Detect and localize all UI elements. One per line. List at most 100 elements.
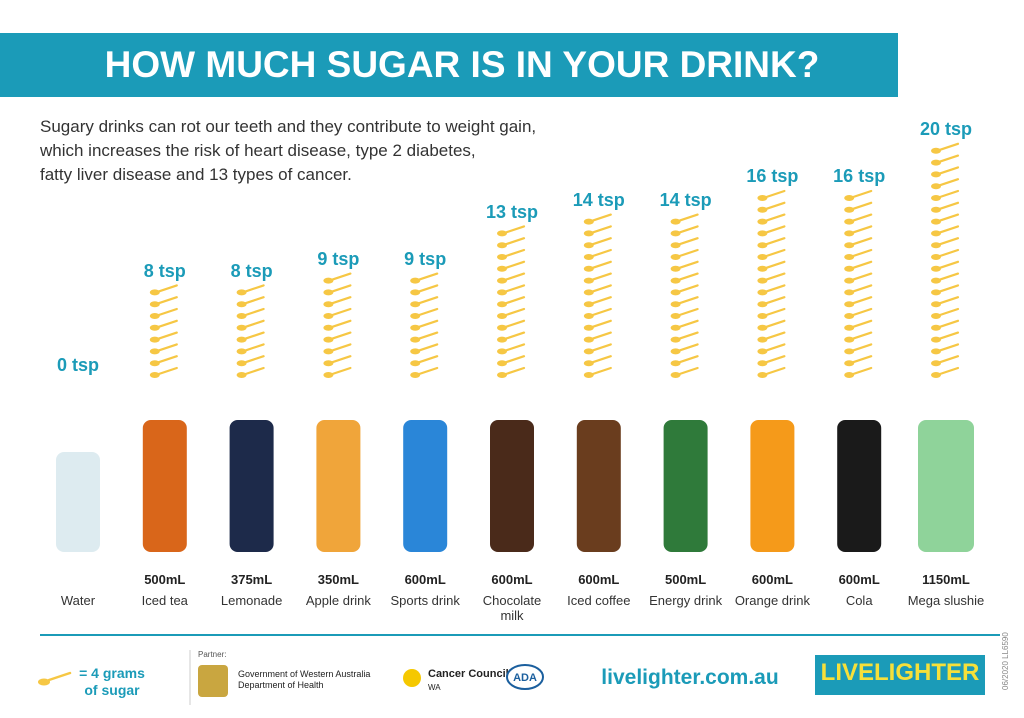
title-banner (0, 33, 898, 97)
value-label: 8 tsp (143, 260, 186, 281)
ada-logo (506, 664, 544, 690)
spoon-stack (583, 213, 612, 378)
spoon (844, 254, 855, 260)
category-label: Sports drink (390, 593, 460, 608)
spoon (757, 206, 768, 213)
drink (403, 420, 448, 552)
spoon (244, 343, 265, 352)
spoon (852, 331, 873, 340)
spoon (157, 343, 178, 352)
spoon (418, 319, 439, 328)
spoon (323, 336, 334, 343)
category-label: Chocolate milk (482, 593, 542, 623)
spoon (938, 296, 960, 305)
spoon (497, 348, 507, 355)
spoon (938, 260, 960, 269)
spoon (591, 284, 612, 293)
spoon (757, 265, 768, 272)
spoon (244, 284, 265, 293)
legend-spoon (38, 671, 72, 686)
spoon (670, 336, 681, 343)
spoon (757, 372, 768, 378)
spoon (852, 284, 873, 293)
spoon (157, 307, 178, 317)
spoon (765, 343, 786, 352)
spoon (410, 336, 421, 343)
spoon (852, 189, 873, 199)
spoon (410, 348, 421, 355)
chart-title: HOW MUCH SUGAR IS IN YOUR DRINK? (105, 44, 820, 85)
spoon (323, 360, 334, 367)
spoon (765, 225, 786, 234)
spoon (583, 372, 594, 378)
spoon (331, 272, 352, 281)
spoon (236, 289, 247, 296)
spoon (938, 343, 960, 352)
subtitle: Sugary drinks can rot our teeth and they… (40, 117, 536, 136)
spoon (504, 225, 526, 234)
spoon-stack (931, 142, 960, 378)
gov-crest (198, 665, 228, 697)
spoon (504, 331, 526, 340)
subtitle: fatty liver disease and 13 types of canc… (40, 165, 352, 184)
spoon (236, 301, 247, 308)
spoon-stack (410, 272, 439, 378)
spoon (938, 307, 960, 317)
spoon (757, 277, 768, 284)
spoon (244, 331, 265, 340)
size-label: 600mL (491, 572, 533, 587)
spoon (157, 355, 178, 364)
spoon (504, 260, 526, 269)
spoon (844, 265, 855, 272)
spoon (418, 343, 439, 352)
spoon (757, 360, 768, 367)
spoon (938, 355, 960, 364)
spoon (504, 248, 526, 258)
spoon (591, 260, 612, 269)
size-label: 350mL (317, 572, 359, 587)
spoon (678, 307, 699, 317)
spoon (931, 372, 941, 378)
spoon (844, 313, 855, 319)
spoon (323, 301, 334, 308)
dept-text: Department of Health (238, 680, 324, 690)
spoon (678, 213, 699, 222)
spoon (938, 213, 960, 222)
spoon (591, 248, 612, 258)
spoon (236, 336, 247, 343)
spoon (236, 348, 247, 355)
spoon (852, 366, 873, 376)
value-label: 9 tsp (404, 248, 447, 269)
spoon (844, 206, 855, 213)
spoon (410, 289, 421, 296)
spoon (757, 301, 768, 308)
gov-text: Government of Western Australia (238, 669, 370, 679)
spoon (497, 360, 507, 367)
size-label: 375mL (230, 572, 273, 587)
spoon (670, 242, 681, 249)
spoon (331, 307, 352, 317)
spoon (938, 178, 960, 187)
spoon (670, 265, 681, 272)
spoon (678, 225, 699, 234)
spoon (331, 355, 352, 364)
spoon (765, 331, 786, 340)
spoon (583, 242, 594, 249)
spoon (678, 366, 699, 376)
spoon (244, 366, 265, 376)
category-label: Iced tea (141, 593, 188, 608)
spoon (591, 331, 612, 340)
spoon (583, 289, 594, 296)
spoon (931, 360, 941, 367)
spoon (323, 324, 334, 331)
spoon (765, 237, 786, 246)
size-label: 600mL (751, 572, 793, 587)
spoon (497, 254, 507, 260)
value-label: 20 tsp (919, 119, 973, 139)
spoon (583, 324, 594, 331)
size-label: 500mL (664, 572, 707, 587)
spoon (852, 248, 873, 258)
size-label: 600mL (838, 572, 880, 587)
spoon (591, 213, 612, 222)
